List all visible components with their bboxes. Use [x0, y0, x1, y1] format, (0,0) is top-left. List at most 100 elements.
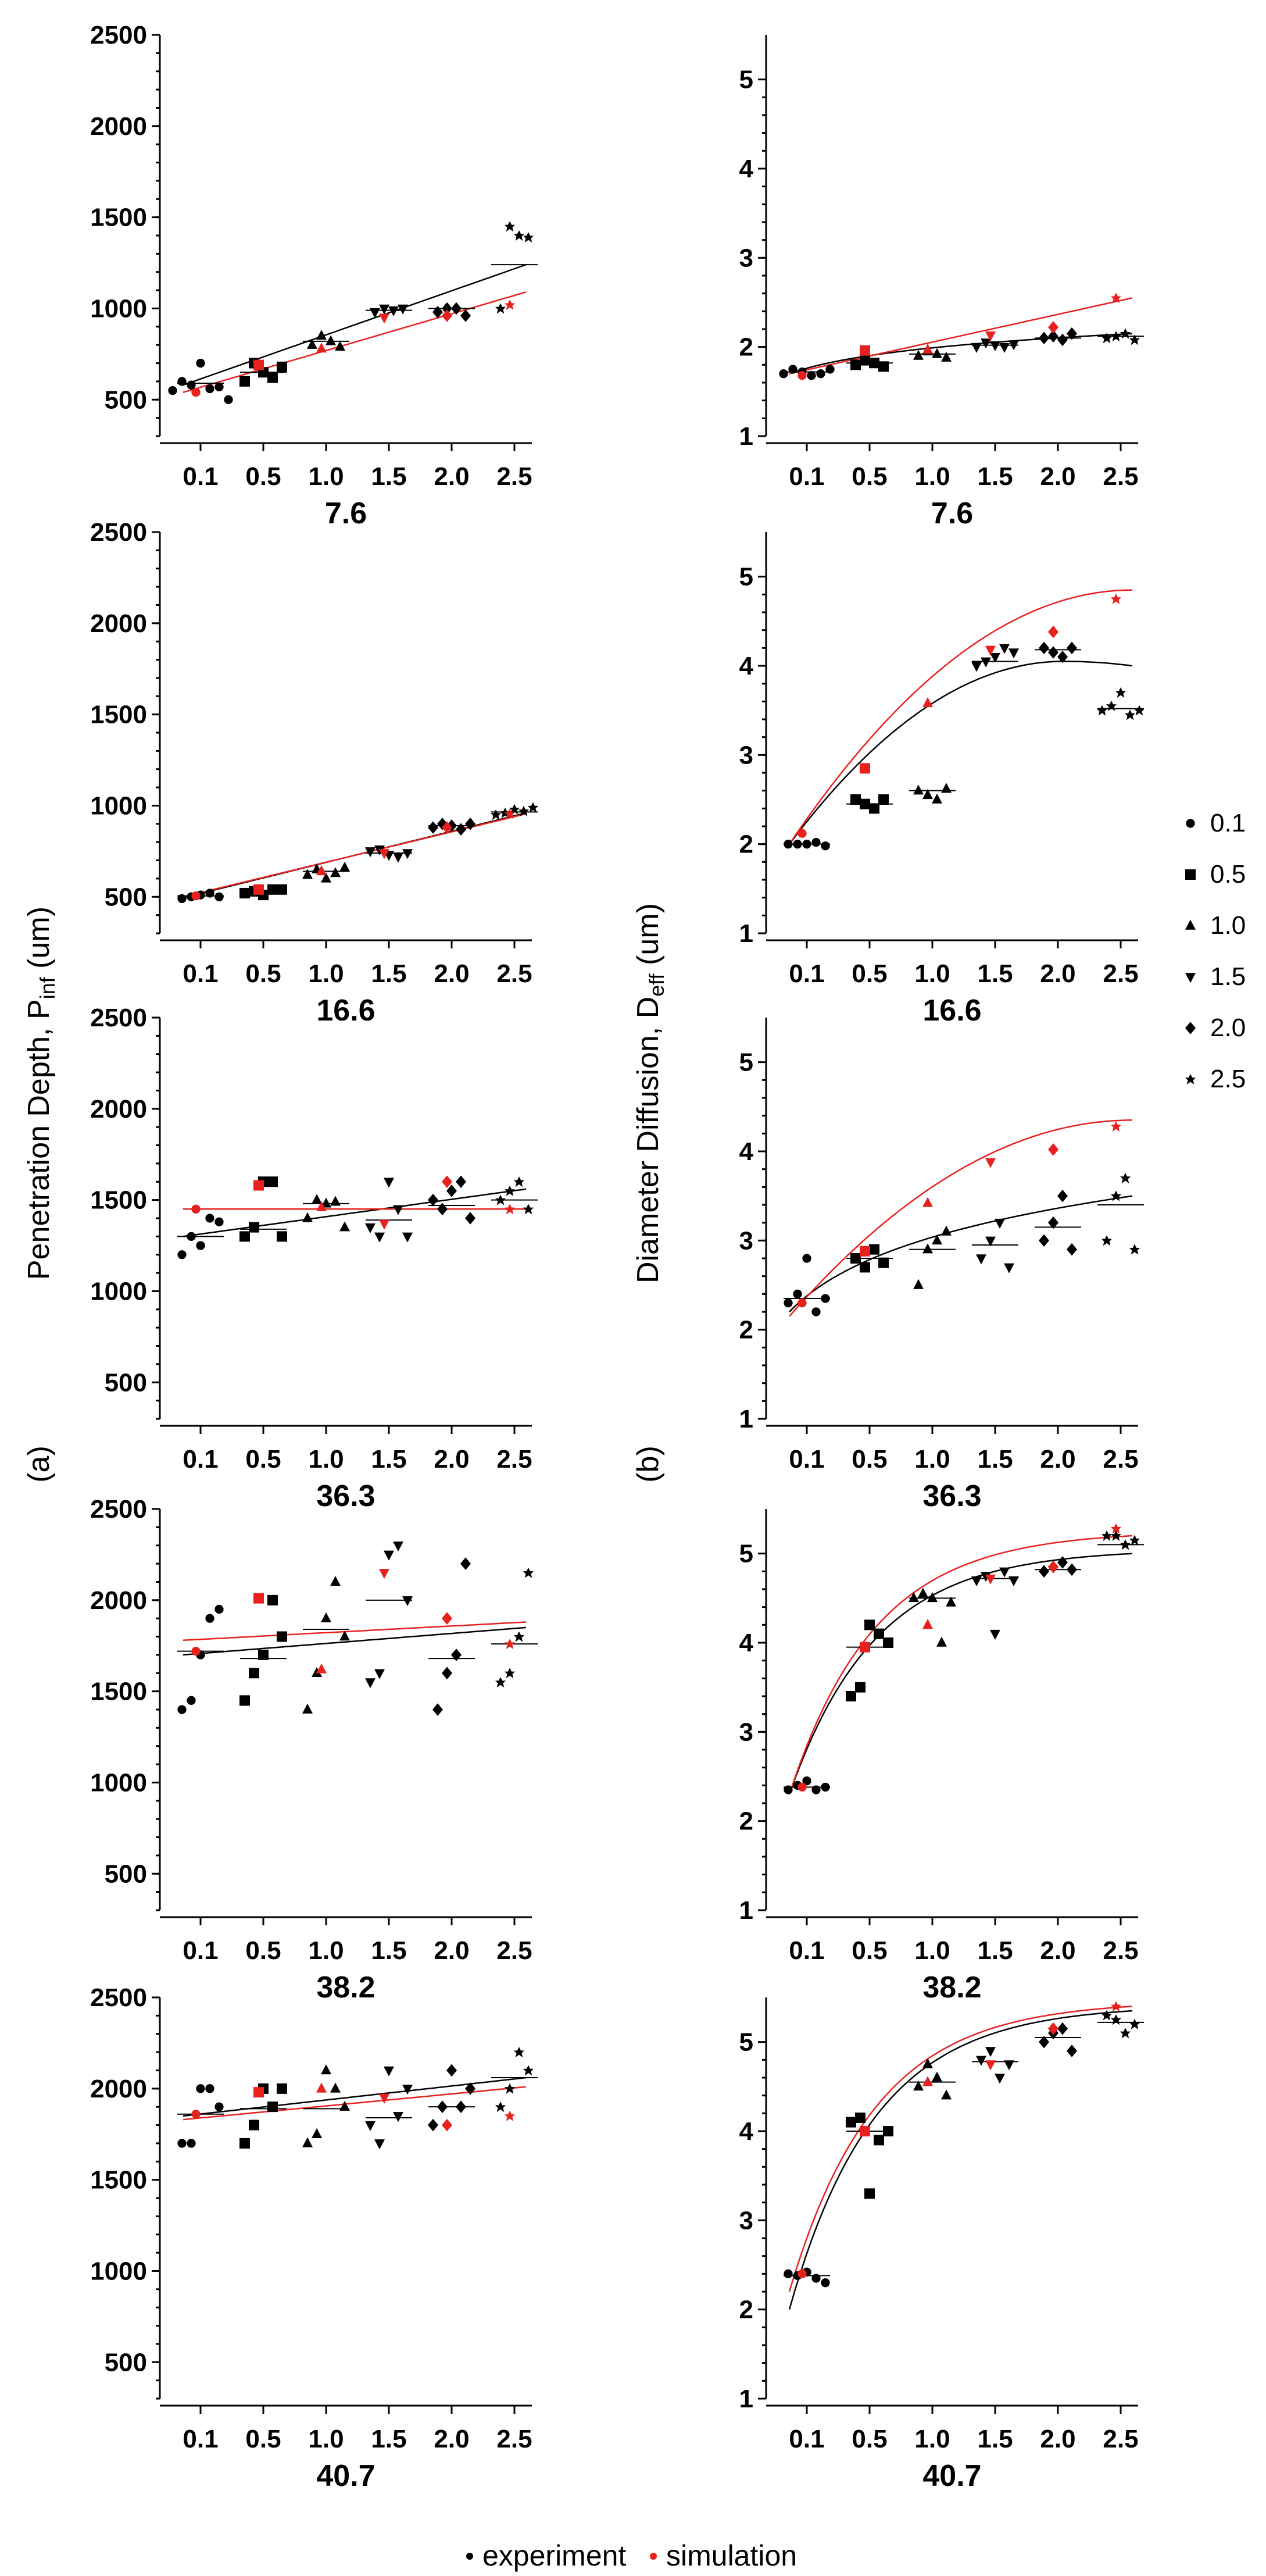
- y-tick-label: 1: [739, 2385, 753, 2413]
- experiment-point: [922, 789, 933, 800]
- right-letter: (b): [631, 1446, 665, 1483]
- experiment-point: [1004, 2060, 1014, 2071]
- experiment-legend-label: experiment: [482, 2539, 626, 2572]
- x-tick-label: 0.1: [183, 2425, 218, 2453]
- experiment-point: [330, 2082, 341, 2093]
- experiment-point: [878, 361, 889, 372]
- x-tick-label: 1.5: [977, 2425, 1013, 2453]
- experiment-point: [277, 884, 287, 895]
- experiment-point: [214, 2102, 224, 2111]
- x-tick-label: 2.5: [496, 1445, 532, 1473]
- x-tick-label: 1.5: [977, 462, 1013, 491]
- y-tick-label: 1: [739, 1405, 753, 1433]
- simulation-point: [191, 1646, 201, 1656]
- y-tick-label: 2000: [90, 1586, 147, 1615]
- experiment-point: [1067, 2045, 1077, 2057]
- experiment-point: [860, 355, 870, 366]
- simulation-point: [379, 2093, 389, 2104]
- simulation-point: [860, 1642, 870, 1653]
- simulation-fit-line: [788, 2006, 1133, 2292]
- experiment-point: [1039, 2035, 1049, 2049]
- y-tick-label: 2000: [90, 609, 147, 638]
- y-tick-label: 3: [739, 741, 753, 769]
- experiment-point: [495, 2102, 506, 2113]
- experiment-point: [177, 2139, 187, 2148]
- left-axis-title-unit: (um): [22, 907, 56, 977]
- simulation-fit-line: [788, 589, 1133, 845]
- simulation-fit-line: [183, 291, 527, 393]
- experiment-point: [505, 1185, 515, 1196]
- legend-label: 0.5: [1210, 860, 1246, 889]
- experiment-point: [365, 1223, 375, 1234]
- x-tick-label: 2.0: [1040, 462, 1075, 491]
- experiment-point: [913, 349, 924, 360]
- simulation-point: [316, 2082, 327, 2093]
- experiment-point: [277, 1631, 287, 1642]
- experiment-point: [491, 809, 501, 820]
- experiment-point: [495, 1676, 506, 1687]
- experiment-point: [1057, 1556, 1068, 1569]
- experiment-point: [1102, 2010, 1112, 2021]
- legend-marker-square: [1185, 869, 1196, 880]
- experiment-point: [874, 2135, 884, 2146]
- experiment-point: [1039, 641, 1049, 655]
- experiment-point: [187, 380, 196, 390]
- experiment-point: [258, 1649, 269, 1660]
- experiment-point: [402, 2085, 413, 2095]
- y-tick-label: 1000: [90, 1277, 147, 1305]
- x-tick-label: 2.5: [1103, 1445, 1138, 1473]
- legend-label: 0.1: [1210, 809, 1246, 837]
- legend-label: 2.0: [1210, 1014, 1246, 1042]
- legend-marker-star: [1185, 1074, 1196, 1084]
- experiment-point: [869, 803, 879, 814]
- y-tick-label: 500: [105, 1368, 147, 1397]
- experiment-point: [850, 794, 861, 805]
- experiment-point: [869, 1244, 879, 1255]
- experiment-point: [239, 376, 250, 387]
- experiment-point: [446, 1184, 457, 1197]
- experiment-fit-line: [789, 1195, 1133, 1312]
- legend-marker-triangle-down: [1185, 973, 1196, 983]
- simulation-point: [316, 342, 327, 353]
- experiment-point: [1067, 327, 1077, 340]
- experiment-point: [523, 232, 534, 243]
- experiment-point: [267, 372, 278, 383]
- x-tick-label: 0.1: [789, 462, 824, 491]
- experiment-point: [442, 1667, 452, 1680]
- y-tick-label: 1500: [90, 1678, 147, 1706]
- y-tick-label: 2500: [90, 21, 147, 49]
- simulation-point: [316, 1663, 327, 1674]
- experiment-point: [365, 1678, 375, 1689]
- experiment-point: [946, 1596, 956, 1607]
- experiment-point: [432, 1703, 443, 1716]
- experiment-point: [460, 1557, 471, 1570]
- y-tick-label: 500: [105, 2348, 147, 2377]
- simulation-fit-line: [789, 297, 1133, 374]
- x-tick-label: 1.5: [371, 462, 406, 491]
- left-letter: (a): [22, 1446, 56, 1483]
- simulation-point: [797, 829, 807, 838]
- y-tick-label: 5: [739, 563, 753, 591]
- panel-title: 7.6: [325, 497, 367, 530]
- simulation-point: [505, 299, 515, 311]
- experiment-point: [811, 1307, 821, 1316]
- experiment-point: [514, 1176, 524, 1187]
- simulation-point: [797, 371, 807, 380]
- experiment-point: [802, 1254, 811, 1263]
- experiment-point: [941, 351, 952, 362]
- experiment-point: [205, 384, 214, 394]
- experiment-point: [1129, 2019, 1140, 2029]
- experiment-point: [321, 2064, 331, 2075]
- shape-legend: 0.1 0.5 1.0 1.5 2.0 2.5: [1185, 809, 1246, 1093]
- experiment-point: [214, 892, 224, 901]
- experiment-point: [816, 369, 825, 379]
- x-tick-label: 0.1: [789, 1936, 824, 1965]
- experiment-point: [402, 1596, 413, 1607]
- experiment-point: [187, 2139, 196, 2148]
- legend-label: 1.5: [1210, 962, 1246, 991]
- experiment-point: [1067, 641, 1077, 655]
- x-tick-label: 1.5: [371, 1445, 406, 1473]
- experiment-point: [883, 1637, 893, 1648]
- experiment-point: [398, 304, 408, 315]
